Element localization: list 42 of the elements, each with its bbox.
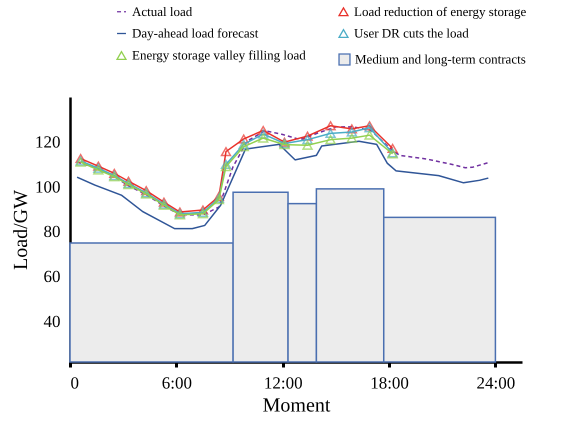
y-tick-label: 80 xyxy=(44,222,60,242)
point xyxy=(325,128,336,138)
point xyxy=(346,127,358,137)
x-tick-label: 24:00 xyxy=(476,374,516,392)
y-tick-label: 120 xyxy=(35,132,60,152)
y-tick-label: 100 xyxy=(35,177,60,196)
point xyxy=(258,133,268,143)
point xyxy=(258,129,268,139)
point xyxy=(325,121,336,130)
point xyxy=(258,126,268,136)
point xyxy=(141,186,152,196)
y-tick-label: 40 xyxy=(44,312,60,332)
point xyxy=(238,142,249,152)
point xyxy=(387,144,398,154)
legend-label: User DR cuts the load xyxy=(354,26,470,40)
legend-label: Load reduction of energy storage xyxy=(354,4,527,19)
legend-label: Day-ahead load forecast xyxy=(132,26,259,40)
legend-label: Medium and long-term contracts xyxy=(355,52,526,66)
point xyxy=(123,176,134,186)
y-tick-label: 60 xyxy=(44,267,60,286)
x-tick-label: 6:00 xyxy=(162,374,192,392)
point xyxy=(346,133,358,143)
x-axis-title: Moment xyxy=(262,394,331,416)
x-tick-label: 0 xyxy=(70,374,79,392)
point xyxy=(325,135,336,144)
point xyxy=(220,160,232,169)
point xyxy=(346,124,358,134)
point xyxy=(238,134,249,144)
y-axis-title: Load/GW xyxy=(10,190,32,270)
point xyxy=(220,146,232,156)
legend-label: Energy storage valley filling load xyxy=(132,48,306,62)
point xyxy=(75,154,86,164)
point xyxy=(302,135,313,144)
legend-label: Actual load xyxy=(132,4,193,19)
x-tick-label: 18:00 xyxy=(370,374,409,392)
point xyxy=(302,131,313,141)
x-tick-label: 12:00 xyxy=(264,374,303,392)
point xyxy=(364,130,375,140)
point xyxy=(220,162,232,172)
point xyxy=(302,140,313,150)
point xyxy=(109,168,120,178)
point xyxy=(364,123,375,132)
